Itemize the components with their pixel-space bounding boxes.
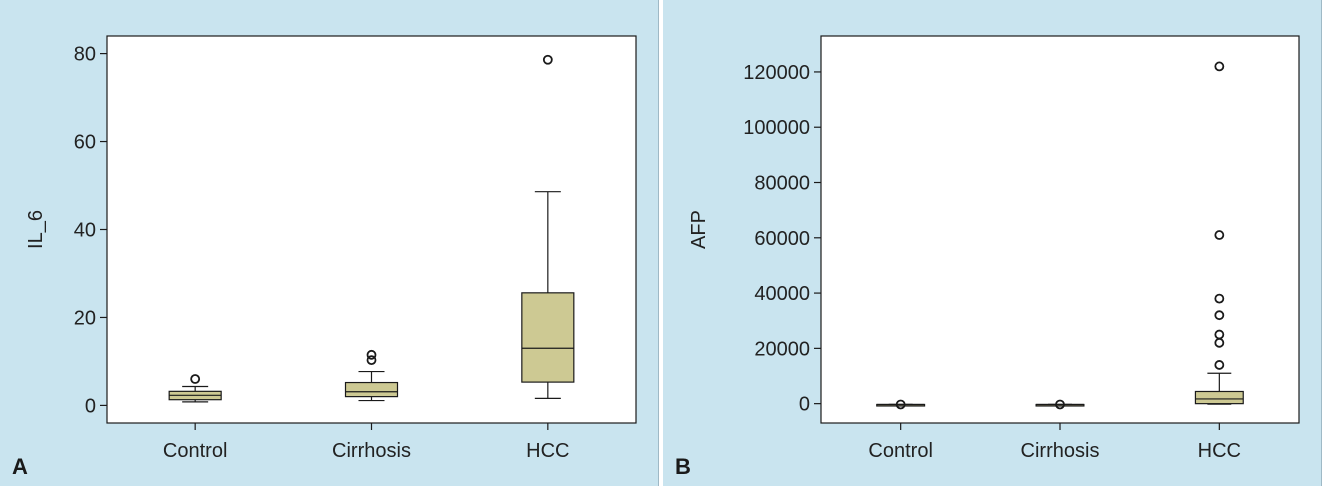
y-tick-label: 0 [85,395,96,417]
y-tick-label: 0 [799,394,810,416]
x-tick-label-control: Control [163,440,227,462]
outlier-point [366,349,377,360]
y-tick-label: 60000 [754,228,810,250]
outlier-point [1055,399,1065,410]
iqr-box [1194,390,1244,405]
box-hcc [521,54,575,399]
outlier-point [366,355,377,366]
box-control [876,399,926,410]
x-tick-label-control: Control [868,440,932,462]
panel-b: 0 20000 40000 60000 80000 100000 120000 Control… [663,0,1322,486]
box-hcc [1194,61,1244,405]
outlier-point [1214,230,1225,240]
y-tick-label: 20000 [754,338,810,360]
x-tick-label-cirrhosis: Cirrhosis [1021,440,1100,462]
outlier-point [1214,293,1225,304]
y-tick-label: 80000 [754,173,810,195]
x-tick-label-hcc: HCC [1198,440,1241,462]
y-tick-label: 100000 [743,117,810,139]
il6-boxplot-chart: 0 20 40 60 80 Control Cirrhosis HCC IL_6 [25,35,637,462]
panel-letter-a: A [12,454,28,479]
y-tick-label: 60 [74,132,96,154]
box-cirrhosis [344,349,399,402]
outlier-point [542,54,553,65]
box-cirrhosis [1035,399,1085,410]
outlier-point [1214,61,1225,72]
y-tick-label: 80 [74,44,96,66]
outlier-point [1214,329,1225,340]
outlier-point [190,374,201,384]
outlier-point [1214,310,1225,321]
x-tick-label-hcc: HCC [526,440,569,462]
iqr-box [521,292,575,383]
y-tick-label: 40000 [754,283,810,305]
outlier-point [895,399,906,410]
y-tick-label: 40 [74,220,96,242]
y-tick-label: 120000 [743,62,810,84]
box-control [168,374,222,403]
outlier-point [1214,360,1225,370]
plot-area [820,35,1300,424]
y-axis-title: AFP [688,210,710,249]
y-tick-label: 20 [74,307,96,329]
y-axis-title: IL_6 [25,210,47,249]
panel-a: 0 20 40 60 80 Control Cirrhosis HCC IL_6 A [0,0,659,486]
x-tick-label-cirrhosis: Cirrhosis [332,440,411,462]
afp-boxplot-chart: 0 20000 40000 60000 80000 100000 120000 Control… [688,35,1300,462]
iqr-box [344,381,399,398]
panel-letter-b: B [675,454,691,479]
